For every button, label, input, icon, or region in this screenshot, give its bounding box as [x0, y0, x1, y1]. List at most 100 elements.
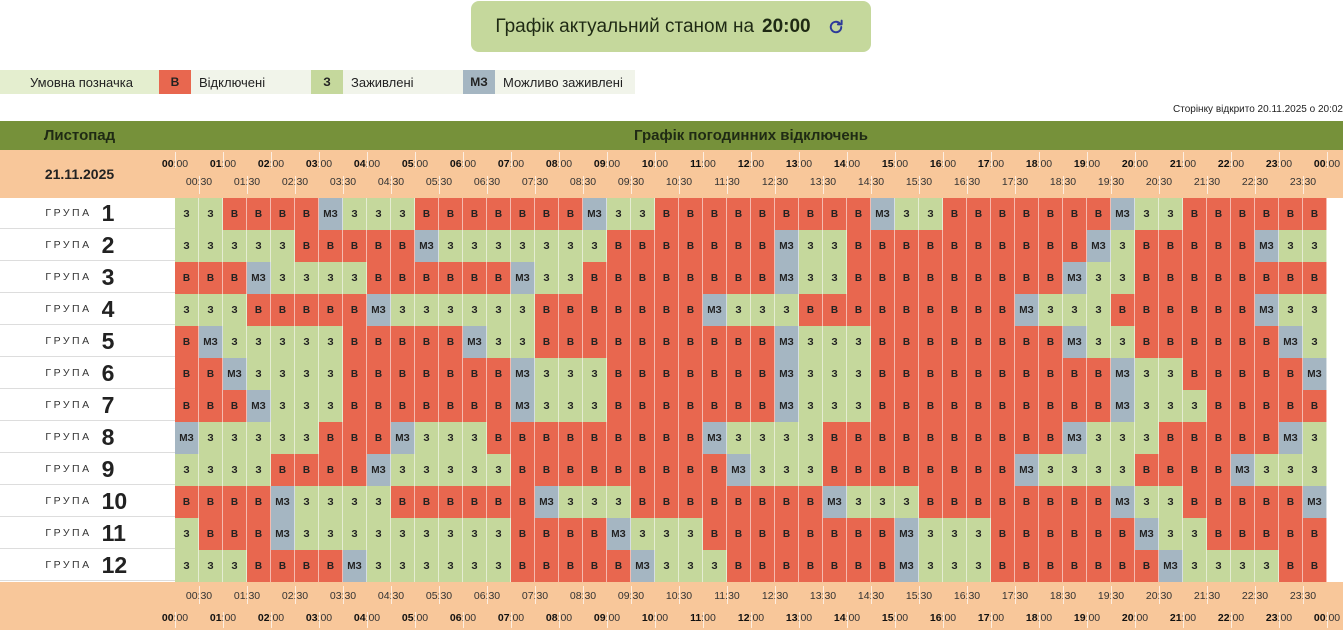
schedule-cell: В	[439, 390, 463, 422]
schedule-cell: МЗ	[1111, 486, 1135, 518]
schedule-cell: З	[775, 422, 799, 454]
schedule-cell: В	[847, 422, 871, 454]
schedule-cell: МЗ	[511, 390, 535, 422]
schedule-cell: В	[823, 198, 847, 230]
schedule-cell: В	[247, 518, 271, 550]
schedule-cell: В	[1087, 390, 1111, 422]
legend-swatch-maybe: МЗ	[463, 70, 495, 94]
time-gridline	[223, 612, 224, 628]
schedule-cell: МЗ	[1111, 358, 1135, 390]
schedule-cell: З	[823, 262, 847, 294]
schedule-cell: З	[295, 358, 319, 390]
schedule-cell: МЗ	[367, 454, 391, 486]
schedule-cell: МЗ	[247, 390, 271, 422]
schedule-cell: В	[1279, 358, 1303, 390]
schedule-cell: В	[559, 294, 583, 326]
schedule-cell: З	[535, 230, 559, 262]
schedule-cell: З	[847, 390, 871, 422]
schedule-cell: В	[1231, 486, 1255, 518]
schedule-cell: В	[583, 454, 607, 486]
schedule-cell: В	[919, 326, 943, 358]
group-label: ГРУПА 11	[0, 518, 175, 549]
hour-tick-label: 10:00	[641, 158, 669, 170]
schedule-cell: МЗ	[1015, 294, 1039, 326]
time-gridline	[703, 612, 704, 628]
schedule-cell: МЗ	[895, 550, 919, 582]
legend-swatch-off: В	[159, 70, 191, 94]
schedule-cell: В	[319, 422, 343, 454]
schedule-cell: В	[703, 262, 727, 294]
schedule-cell: З	[751, 294, 775, 326]
schedule-cell: З	[823, 390, 847, 422]
schedule-cell: В	[1087, 518, 1111, 550]
schedule-cell: В	[1183, 262, 1207, 294]
schedule-cell: В	[751, 326, 775, 358]
time-gridline	[967, 586, 968, 604]
hour-tick-label: 21:00	[1169, 158, 1197, 170]
schedule-cell: З	[415, 422, 439, 454]
schedule-cell: В	[607, 294, 631, 326]
refresh-icon[interactable]	[825, 16, 847, 38]
schedule-cell: В	[1279, 198, 1303, 230]
schedule-cell: З	[1087, 454, 1111, 486]
group-word: ГРУПА	[45, 367, 92, 379]
schedule-cell: МЗ	[727, 454, 751, 486]
schedule-cell: В	[559, 422, 583, 454]
schedule-cell: З	[223, 326, 247, 358]
schedule-cell: В	[391, 326, 415, 358]
time-gridline	[895, 152, 896, 168]
schedule-cell: В	[655, 262, 679, 294]
schedule-cell: В	[895, 230, 919, 262]
schedule-cell: В	[199, 358, 223, 390]
schedule-cell: З	[439, 550, 463, 582]
schedule-cell: В	[1063, 390, 1087, 422]
group-label: ГРУПА 1	[0, 198, 175, 229]
schedule-cell: В	[343, 326, 367, 358]
schedule-cell: В	[751, 486, 775, 518]
schedule-cell: В	[967, 230, 991, 262]
schedule-cell: З	[391, 518, 415, 550]
schedule-cell: З	[1303, 230, 1327, 262]
group-word: ГРУПА	[45, 495, 92, 507]
schedule-cell: В	[1279, 550, 1303, 582]
hour-tick-label: 23:00	[1265, 158, 1293, 170]
hour-tick-label: 16:00	[929, 158, 957, 170]
schedule-cell: В	[199, 518, 223, 550]
legend-label-on: Заживлені	[343, 70, 463, 94]
schedule-cell: В	[1063, 358, 1087, 390]
schedule-cell: З	[1111, 454, 1135, 486]
schedule-cell: В	[1279, 390, 1303, 422]
time-gridline	[439, 586, 440, 604]
schedule-cell: В	[1231, 518, 1255, 550]
schedule-cell: З	[1207, 550, 1231, 582]
schedule-cell: МЗ	[1111, 390, 1135, 422]
schedule-cell: В	[1255, 198, 1279, 230]
hour-tick-label: 04:00	[353, 158, 381, 170]
schedule-cell: В	[679, 198, 703, 230]
group-label: ГРУПА 12	[0, 550, 175, 581]
schedule-cell: В	[1231, 422, 1255, 454]
schedule-cell: МЗ	[463, 326, 487, 358]
schedule-cell: В	[1159, 326, 1183, 358]
group-word: ГРУПА	[45, 303, 92, 315]
group-label: ГРУПА 9	[0, 454, 175, 485]
schedule-cell: З	[1159, 518, 1183, 550]
schedule-cell: З	[487, 550, 511, 582]
schedule-cell: В	[847, 262, 871, 294]
schedule-cell: З	[319, 518, 343, 550]
schedule-cell: З	[583, 230, 607, 262]
time-gridline	[943, 612, 944, 628]
schedule-cell: В	[1159, 230, 1183, 262]
schedule-cell: З	[1135, 486, 1159, 518]
hour-tick-label: 12:00	[737, 158, 765, 170]
schedule-cell: З	[487, 230, 511, 262]
banner-time: 20:00	[762, 15, 811, 37]
hour-tick-label: 18:00	[1025, 158, 1053, 170]
time-gridline	[823, 586, 824, 604]
schedule-cell: З	[415, 518, 439, 550]
schedule-cell: З	[247, 358, 271, 390]
schedule-cell: В	[631, 486, 655, 518]
schedule-cell: В	[943, 422, 967, 454]
time-gridline	[1279, 152, 1280, 168]
time-gridline	[703, 152, 704, 168]
